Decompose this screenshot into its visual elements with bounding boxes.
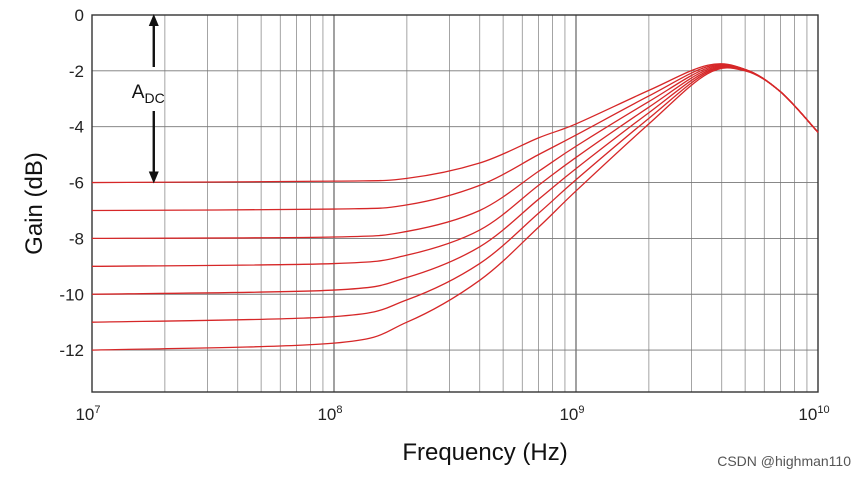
grid-lines bbox=[92, 14, 818, 392]
x-tick-label: 107 bbox=[75, 404, 100, 424]
adc-arrow-down-head bbox=[148, 171, 159, 184]
adc-arrow-up-head bbox=[148, 14, 159, 26]
y-tick-label: -4 bbox=[69, 118, 84, 137]
adc-annotation: ADC bbox=[132, 14, 165, 184]
y-tick-label: -8 bbox=[69, 229, 84, 248]
series-line bbox=[91, 64, 819, 240]
watermark: CSDN @highman110 bbox=[717, 453, 851, 469]
x-tick-label: 108 bbox=[317, 404, 342, 424]
y-tick-label: -10 bbox=[59, 285, 84, 304]
series-line bbox=[91, 63, 819, 212]
series-line bbox=[91, 66, 819, 323]
y-tick-label: 0 bbox=[75, 6, 84, 25]
y-tick-label: -2 bbox=[69, 62, 84, 81]
x-tick-label: 109 bbox=[559, 404, 584, 424]
y-tick-label: -12 bbox=[59, 341, 84, 360]
x-axis-label: Frequency (Hz) bbox=[402, 439, 567, 466]
y-axis-label: Gain (dB) bbox=[21, 152, 48, 255]
adc-label: ADC bbox=[132, 82, 165, 106]
series-line bbox=[91, 63, 819, 184]
plot-frame bbox=[91, 14, 819, 393]
y-tick-label: -6 bbox=[69, 174, 84, 193]
series-line bbox=[91, 65, 819, 267]
series-line bbox=[91, 65, 819, 295]
x-tick-label: 1010 bbox=[798, 404, 829, 424]
series-line bbox=[91, 67, 819, 351]
